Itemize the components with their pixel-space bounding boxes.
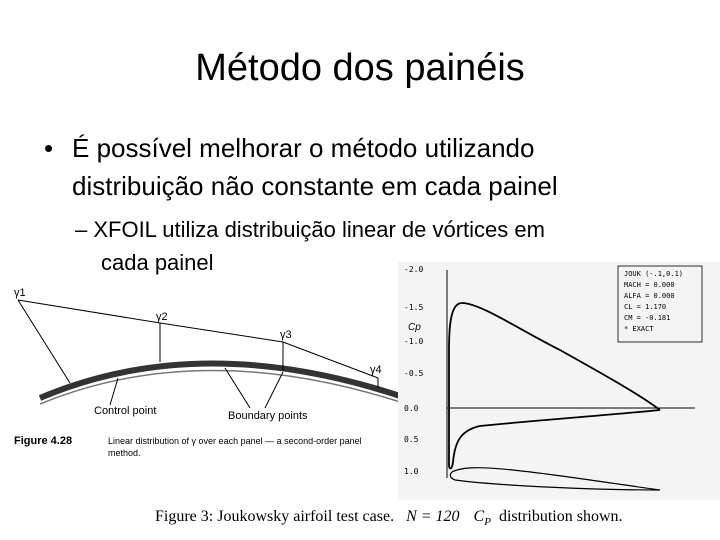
- figure-number: Figure 4.28: [14, 435, 72, 447]
- legend-line: ALFA = 0.000: [624, 292, 675, 300]
- panel-figure-labels: γ1 γ2 γ3 γ4 Control point Boundary point…: [14, 287, 382, 458]
- pointer: [264, 371, 284, 409]
- legend: JOUK (-.1,0.1) MACH = 0.000 ALFA = 0.000 CL…: [624, 270, 683, 333]
- figure-caption: method.: [108, 448, 141, 458]
- bullet-dot: •: [44, 133, 53, 163]
- plot-background: [398, 262, 720, 500]
- panel-figure: [17, 299, 401, 409]
- cp-curve-upper: [448, 302, 661, 411]
- figure-caption: Figure 3: Joukowsky airfoil test case. N…: [155, 508, 623, 529]
- cp-curve-lower: [448, 350, 661, 470]
- figure-caption: Linear distribution of γ over each panel…: [108, 436, 362, 446]
- caption-text: P: [483, 516, 491, 528]
- gamma-distribution: [17, 299, 379, 379]
- bullet-text: distribuição não constante em cada paine…: [72, 171, 558, 201]
- legend-box: [617, 265, 703, 343]
- cp-plot: [446, 265, 703, 491]
- tick-labels: -2.0 -1.5 -1.0 -0.5 0.0 0.5 1.0: [404, 265, 423, 476]
- tick-label: -1.5: [404, 303, 423, 312]
- pointer: [224, 367, 251, 409]
- caption-text: Figure 3: Joukowsky airfoil test case.: [155, 508, 394, 525]
- bullet-text: É possível melhorar o método utilizando: [72, 133, 534, 163]
- tick-label: 0.5: [404, 435, 419, 444]
- legend-line: * EXACT: [624, 325, 654, 333]
- slide-title: Método dos painéis: [195, 47, 525, 89]
- panel-line: [17, 299, 71, 384]
- gamma-label: γ2: [156, 311, 168, 323]
- tick-label: -0.5: [404, 369, 423, 378]
- pointer: [109, 377, 119, 406]
- airfoil-edge: [39, 369, 401, 405]
- axis-label: Cp: [408, 322, 421, 333]
- tick-label: -1.0: [404, 337, 423, 346]
- tick-label: -2.0: [404, 265, 423, 274]
- control-point-label: Control point: [94, 405, 156, 417]
- tick-label: 1.0: [404, 467, 419, 476]
- legend-line: JOUK (-.1,0.1): [624, 270, 683, 278]
- caption-text: distribution shown.: [499, 508, 623, 525]
- gamma-label: γ4: [370, 364, 382, 376]
- legend-line: CM = -0.181: [624, 314, 670, 322]
- tick-label: 0.0: [404, 404, 419, 413]
- boundary-points-label: Boundary points: [228, 410, 308, 422]
- gamma-label: γ1: [14, 287, 26, 299]
- airfoil-surface: [38, 360, 401, 401]
- legend-line: MACH = 0.000: [624, 281, 675, 289]
- sub-bullet-text: – XFOIL utiliza distribuição linear de v…: [75, 217, 545, 242]
- gamma-label: γ3: [280, 329, 292, 341]
- caption-text: C: [474, 508, 485, 525]
- caption-text: N = 120: [405, 508, 459, 525]
- sub-bullet-text: cada painel: [101, 250, 214, 275]
- legend-line: CL = 1.170: [624, 303, 666, 311]
- airfoil-shape: [449, 467, 661, 491]
